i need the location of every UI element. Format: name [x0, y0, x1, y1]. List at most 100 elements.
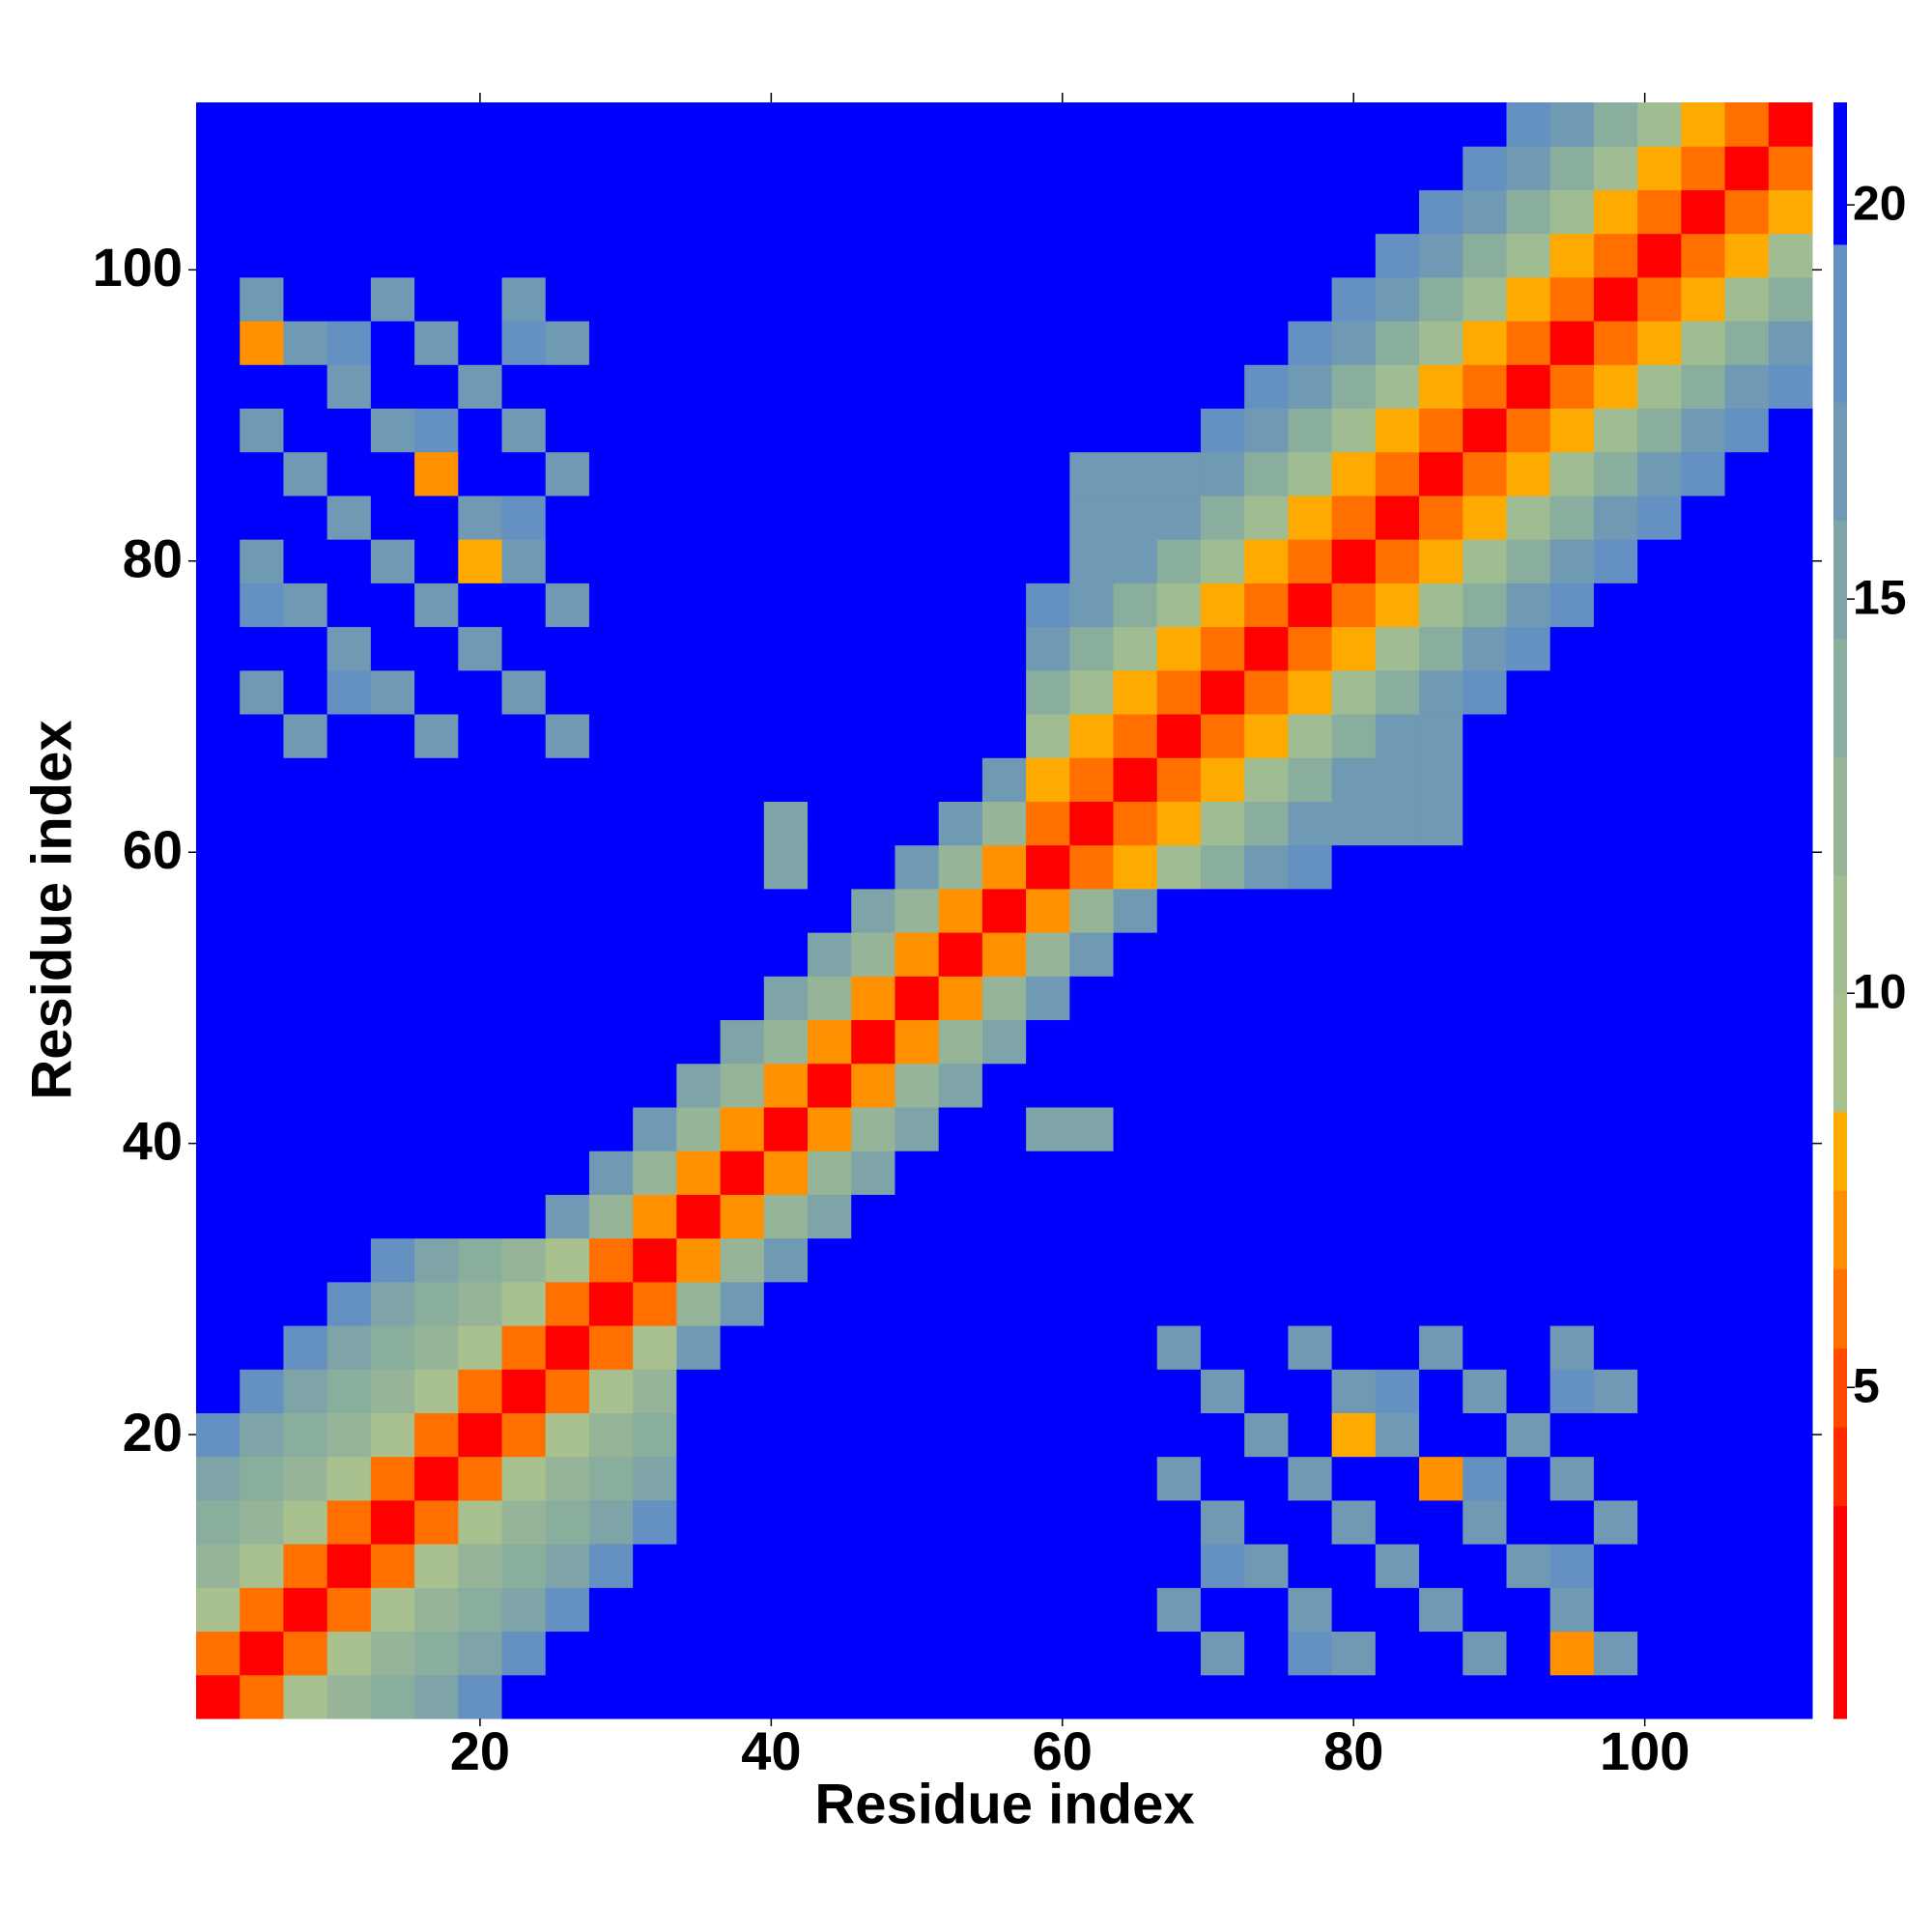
heatmap-cell — [1244, 1194, 1289, 1239]
heatmap-cell — [1506, 1456, 1551, 1501]
heatmap-cell — [720, 1019, 765, 1065]
heatmap-cell — [1026, 1369, 1070, 1413]
heatmap-cell — [1637, 1587, 1682, 1633]
heatmap-cell — [1156, 976, 1202, 1021]
heatmap-cell — [1375, 364, 1420, 410]
heatmap-cell — [1549, 1412, 1595, 1458]
heatmap-cell — [588, 932, 634, 977]
heatmap-cell — [1724, 801, 1770, 846]
heatmap-cell — [633, 495, 677, 540]
heatmap-cell — [1419, 539, 1463, 583]
heatmap-cell — [283, 1412, 328, 1458]
heatmap-cell — [1069, 714, 1115, 758]
heatmap-cell — [763, 102, 809, 147]
heatmap-cell — [1156, 1325, 1202, 1370]
heatmap-cell — [1681, 801, 1726, 846]
heatmap-cell — [414, 1151, 459, 1195]
heatmap-cell — [545, 1674, 590, 1719]
y-axis-label: Residue index — [20, 720, 83, 1099]
heatmap-cell — [676, 539, 722, 583]
heatmap-cell — [1419, 1369, 1463, 1413]
heatmap-cell — [545, 1412, 590, 1458]
heatmap-cell — [370, 189, 415, 235]
heatmap-cell — [1724, 976, 1770, 1021]
heatmap-cell — [196, 1369, 241, 1413]
heatmap-cell — [720, 1237, 765, 1283]
heatmap-cell — [588, 801, 634, 846]
heatmap-cell — [370, 1106, 415, 1151]
heatmap-cell — [938, 102, 983, 147]
heatmap-cell — [1288, 495, 1333, 540]
heatmap-cell — [414, 1063, 459, 1108]
heatmap-cell — [763, 844, 809, 890]
heatmap-cell — [1200, 146, 1245, 190]
heatmap-cell — [501, 1456, 547, 1501]
heatmap-cell — [895, 189, 940, 235]
colorbar-segment — [1833, 1268, 1847, 1349]
heatmap-cell — [1549, 757, 1595, 802]
heatmap-cell — [1506, 757, 1551, 802]
heatmap-cell — [458, 233, 503, 278]
heatmap-cell — [895, 276, 940, 322]
heatmap-cell — [196, 757, 241, 802]
heatmap-cell — [545, 233, 590, 278]
heatmap-cell — [240, 669, 284, 715]
heatmap-cell — [1113, 451, 1158, 497]
heatmap-cell — [981, 1106, 1027, 1151]
heatmap-cell — [676, 1194, 722, 1239]
heatmap-cell — [1069, 1194, 1115, 1239]
heatmap-cell — [1288, 1456, 1333, 1501]
heatmap-cell — [1288, 1674, 1333, 1719]
heatmap-cell — [1156, 626, 1202, 671]
heatmap-cell — [1113, 276, 1158, 322]
heatmap-cell — [1069, 582, 1115, 628]
heatmap-cell — [720, 801, 765, 846]
heatmap-cell — [1288, 1499, 1333, 1545]
heatmap-cell — [1637, 1325, 1682, 1370]
heatmap-cell — [1768, 1194, 1813, 1239]
heatmap-cell — [1463, 102, 1507, 147]
heatmap-cell — [1724, 932, 1770, 977]
heatmap-cell — [370, 888, 415, 933]
heatmap-cell — [1156, 714, 1202, 758]
heatmap-cell — [283, 1106, 328, 1151]
heatmap-cell — [501, 1369, 547, 1413]
heatmap-cell — [938, 888, 983, 933]
heatmap-cell — [1200, 1237, 1245, 1283]
heatmap-cell — [1724, 1674, 1770, 1719]
heatmap-cell — [1549, 364, 1595, 410]
heatmap-cell — [1549, 1106, 1595, 1151]
heatmap-cell — [633, 1281, 677, 1326]
heatmap-cell — [633, 1412, 677, 1458]
heatmap-cell — [1331, 1412, 1377, 1458]
heatmap-cell — [895, 1456, 940, 1501]
heatmap-cell — [501, 1631, 547, 1676]
heatmap-cell — [895, 1499, 940, 1545]
heatmap-cell — [1288, 276, 1333, 322]
heatmap-cell — [633, 976, 677, 1021]
heatmap-cell — [851, 844, 895, 890]
heatmap-cell — [1069, 102, 1115, 147]
heatmap-cell — [676, 451, 722, 497]
heatmap-cell — [588, 1499, 634, 1545]
heatmap-cell — [414, 364, 459, 410]
heatmap-cell — [1549, 626, 1595, 671]
heatmap-cell — [676, 1456, 722, 1501]
heatmap-cell — [851, 888, 895, 933]
heatmap-cell — [1768, 1544, 1813, 1588]
heatmap-cell — [588, 451, 634, 497]
heatmap-cell — [1637, 408, 1682, 453]
heatmap-cell — [633, 276, 677, 322]
heatmap-cell — [196, 582, 241, 628]
heatmap-cell — [240, 495, 284, 540]
heatmap-cell — [1549, 1369, 1595, 1413]
heatmap-cell — [633, 364, 677, 410]
heatmap-cell — [1026, 451, 1070, 497]
heatmap-cell — [1331, 888, 1377, 933]
heatmap-cell — [808, 321, 852, 365]
heatmap-cell — [414, 1369, 459, 1413]
heatmap-cell — [895, 1587, 940, 1633]
heatmap-cell — [240, 757, 284, 802]
heatmap-cell — [1593, 189, 1638, 235]
heatmap-cell — [1156, 408, 1202, 453]
